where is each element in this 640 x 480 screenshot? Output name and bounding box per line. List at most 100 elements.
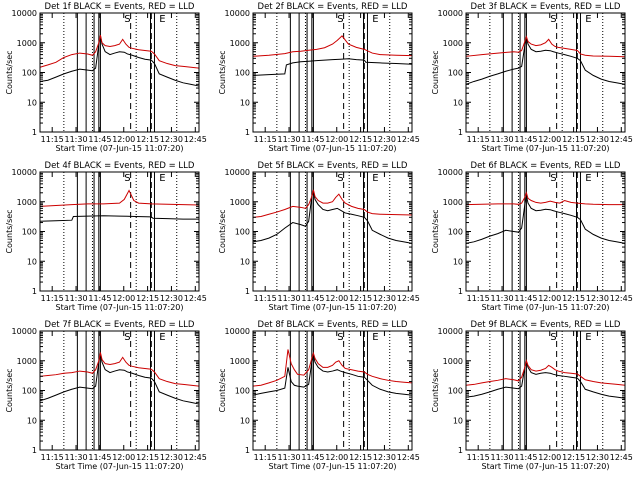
ytick-label: 10000 [225, 9, 250, 18]
xtick-label: 12:45 [397, 135, 420, 144]
xtick-label: 11:45 [88, 135, 111, 144]
ytick-label: 1000 [443, 39, 463, 48]
ytick-label: 10 [240, 416, 250, 425]
detector-panel-2f: Det 2f BLACK = Events, RED = LLD S E 1 10 100… [218, 2, 420, 153]
panel-title: Det 8f BLACK = Events, RED = LLD [258, 320, 408, 330]
xtick-label: 11:15 [254, 135, 277, 144]
detector-panel-1f: Det 1f BLACK = Events, RED = LLD S E 1 10 100… [5, 2, 207, 153]
marker-letter-e: E [585, 332, 591, 343]
detector-panel-9f: Det 9f BLACK = Events, RED = LLD S E 1 10 100… [431, 320, 633, 471]
xtick-label: 12:15 [562, 135, 585, 144]
series-line-events [252, 190, 413, 244]
xtick-label: 11:45 [514, 294, 537, 303]
plot-frame [39, 330, 200, 451]
xtick-label: 11:30 [65, 453, 88, 462]
xtick-label: 11:45 [514, 135, 537, 144]
x-axis-label: Start Time (07-Jun-15 11:07:20) [56, 144, 184, 153]
xtick-label: 11:45 [88, 453, 111, 462]
xtick-label: 12:45 [397, 294, 420, 303]
xtick-label: 12:15 [136, 135, 159, 144]
xtick-label: 11:15 [41, 135, 64, 144]
ytick-label: 100 [235, 228, 250, 237]
ytick-label: 1000 [17, 39, 37, 48]
ytick-label: 100 [448, 387, 463, 396]
y-axis-label: Counts/sec [5, 368, 14, 412]
series-line-lld [39, 189, 200, 207]
marker-letter-s: S [550, 173, 556, 184]
xtick-label: 12:00 [325, 294, 348, 303]
xtick-label: 11:45 [301, 135, 324, 144]
series-line-events [252, 58, 413, 76]
plot-frame [465, 330, 626, 451]
series-line-events [39, 215, 199, 222]
plot-frame [465, 171, 626, 292]
y-axis-label: Counts/sec [5, 50, 14, 94]
detector-panel-5f: Det 5f BLACK = Events, RED = LLD S E 1 10 100… [218, 161, 420, 312]
x-axis-label: Start Time (07-Jun-15 11:07:20) [482, 462, 610, 471]
xtick-label: 11:30 [491, 453, 514, 462]
marker-letter-e: E [159, 173, 165, 184]
xtick-label: 11:15 [41, 294, 64, 303]
marker-letter-s: S [550, 332, 556, 343]
series-line-lld [252, 349, 413, 387]
xtick-label: 11:45 [301, 294, 324, 303]
marker-letter-e: E [585, 173, 591, 184]
marker-letter-e: E [372, 173, 378, 184]
xtick-label: 11:30 [278, 135, 301, 144]
xtick-label: 11:15 [41, 453, 64, 462]
series-line-events [465, 360, 626, 399]
xtick-label: 12:30 [373, 135, 396, 144]
xtick-label: 12:45 [184, 294, 207, 303]
ytick-label: 1000 [443, 357, 463, 366]
marker-letter-s: S [337, 173, 343, 184]
xtick-label: 12:15 [349, 294, 372, 303]
ytick-label: 1000 [230, 357, 250, 366]
xtick-label: 12:00 [325, 135, 348, 144]
xtick-label: 12:30 [373, 294, 396, 303]
xtick-label: 11:30 [278, 453, 301, 462]
ytick-label: 10 [453, 98, 463, 107]
xtick-label: 11:30 [491, 294, 514, 303]
ytick-label: 10 [240, 257, 250, 266]
xtick-label: 11:30 [491, 135, 514, 144]
xtick-label: 12:15 [349, 453, 372, 462]
ytick-label: 1 [32, 287, 37, 296]
detector-panel-3f: Det 3f BLACK = Events, RED = LLD S E 1 10 100… [431, 2, 633, 153]
xtick-label: 12:30 [160, 294, 183, 303]
y-axis-label: Counts/sec [5, 209, 14, 253]
series-line-lld [39, 35, 200, 69]
xtick-label: 11:15 [467, 135, 490, 144]
ytick-label: 10000 [12, 327, 37, 336]
x-axis-label: Start Time (07-Jun-15 11:07:20) [482, 144, 610, 153]
xtick-label: 12:30 [160, 135, 183, 144]
detector-panel-6f: Det 6f BLACK = Events, RED = LLD S E 1 10 100… [431, 161, 633, 312]
x-axis-label: Start Time (07-Jun-15 11:07:20) [482, 303, 610, 312]
xtick-label: 12:00 [538, 453, 561, 462]
xtick-label: 11:15 [467, 294, 490, 303]
ytick-label: 1000 [230, 198, 250, 207]
x-axis-label: Start Time (07-Jun-15 11:07:20) [56, 462, 184, 471]
marker-letter-s: S [550, 14, 556, 25]
ytick-label: 1000 [17, 198, 37, 207]
xtick-label: 12:00 [538, 135, 561, 144]
xtick-label: 11:15 [467, 453, 490, 462]
xtick-label: 11:15 [254, 453, 277, 462]
ytick-label: 10 [27, 416, 37, 425]
xtick-label: 12:00 [112, 453, 135, 462]
ytick-label: 1 [245, 446, 250, 455]
ytick-label: 1 [458, 446, 463, 455]
marker-letter-e: E [372, 332, 378, 343]
y-axis-label: Counts/sec [218, 50, 227, 94]
marker-letter-e: E [159, 14, 165, 25]
panel-title: Det 1f BLACK = Events, RED = LLD [45, 2, 195, 12]
ytick-label: 1 [458, 128, 463, 137]
ytick-label: 100 [235, 387, 250, 396]
xtick-label: 12:00 [538, 294, 561, 303]
xtick-label: 11:45 [88, 294, 111, 303]
marker-letter-s: S [124, 14, 130, 25]
detector-panel-4f: Det 4f BLACK = Events, RED = LLD S E 1 10 100… [5, 161, 207, 312]
series-line-lld [465, 191, 625, 206]
series-line-lld [465, 358, 626, 386]
detector-panel-7f: Det 7f BLACK = Events, RED = LLD S E 1 10 100… [5, 320, 207, 471]
y-axis-label: Counts/sec [431, 209, 440, 253]
